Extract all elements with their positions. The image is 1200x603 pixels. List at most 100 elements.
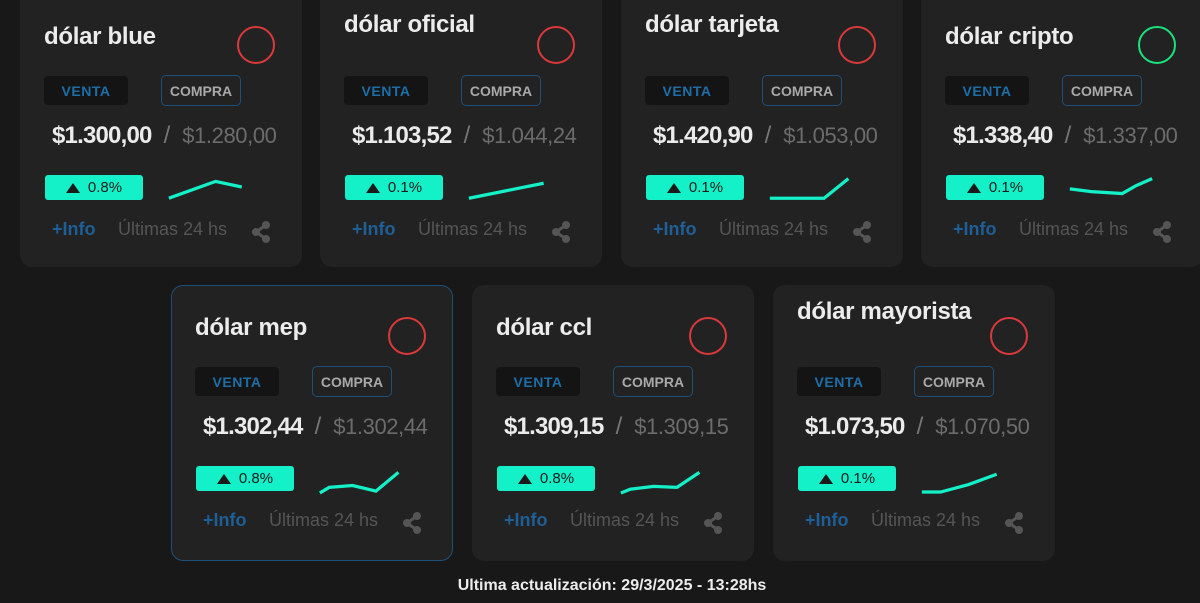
change-value: 0.8% — [87, 179, 123, 196]
info-link[interactable]: +Info — [203, 510, 247, 530]
share-icon[interactable] — [551, 221, 571, 243]
sparkline-chart — [468, 181, 544, 200]
price-compra: $1.337,00 — [1083, 123, 1178, 148]
sparkline-chart — [319, 471, 400, 495]
price-separator: / — [314, 413, 322, 440]
price-compra: $1.280,00 — [182, 123, 277, 148]
dollar-card-dolar-oficial[interactable]: dólar oficial VENTA COMPRA $1.103,52 / $… — [320, 0, 602, 267]
change-badge: 0.1% — [798, 466, 896, 491]
price-venta: $1.073,50 — [805, 413, 905, 440]
change-value: 0.1% — [840, 470, 876, 487]
arrow-up-icon — [216, 473, 231, 484]
change-value: 0.1% — [688, 179, 724, 196]
share-icon[interactable] — [251, 221, 271, 243]
info-link[interactable]: +Info — [352, 219, 396, 239]
dollar-card-dolar-mayorista[interactable]: dólar mayorista VENTA COMPRA $1.073,50 /… — [773, 285, 1055, 561]
change-value: 0.1% — [988, 179, 1024, 196]
price-venta: $1.309,15 — [504, 413, 604, 440]
venta-tab[interactable]: VENTA — [945, 76, 1029, 105]
change-value: 0.8% — [238, 470, 274, 487]
period-label: Últimas 24 hs — [418, 219, 528, 239]
change-badge: 0.8% — [45, 175, 143, 200]
change-badge: 0.8% — [497, 466, 595, 491]
last-update-text: Ultima actualización: 29/3/2025 - 13:28h… — [457, 577, 767, 594]
price-venta: $1.103,52 — [352, 122, 452, 149]
venta-tab[interactable]: VENTA — [44, 76, 128, 105]
period-label: Últimas 24 hs — [871, 510, 981, 530]
venta-tab[interactable]: VENTA — [344, 76, 428, 105]
dollar-card-dolar-blue[interactable]: dólar blue VENTA COMPRA $1.300,00 / $1.2… — [20, 0, 302, 267]
compra-tab[interactable]: COMPRA — [762, 75, 842, 106]
change-badge: 0.1% — [646, 175, 744, 200]
change-badge: 0.8% — [196, 466, 294, 491]
status-circle-icon — [237, 26, 275, 64]
dollar-card-dolar-ccl[interactable]: dólar ccl VENTA COMPRA $1.309,15 / $1.30… — [472, 285, 754, 561]
info-link[interactable]: +Info — [504, 510, 548, 530]
prices: $1.309,15 / $1.309,15 — [504, 412, 729, 442]
sparkline-chart — [1069, 177, 1153, 196]
share-icon[interactable] — [852, 221, 872, 243]
compra-tab[interactable]: COMPRA — [312, 366, 392, 397]
venta-tab[interactable]: VENTA — [645, 76, 729, 105]
price-venta: $1.420,90 — [653, 122, 753, 149]
dollar-card-dolar-mep[interactable]: dólar mep VENTA COMPRA $1.302,44 / $1.30… — [171, 285, 453, 561]
compra-tab[interactable]: COMPRA — [914, 366, 994, 397]
arrow-up-icon — [818, 473, 833, 484]
sparkline-chart — [620, 471, 701, 495]
info-link[interactable]: +Info — [805, 510, 849, 530]
card-title: dólar tarjeta — [645, 11, 779, 38]
price-separator: / — [615, 413, 623, 440]
arrow-up-icon — [365, 182, 380, 193]
status-circle-icon — [388, 317, 426, 355]
period-label: Últimas 24 hs — [269, 510, 379, 530]
price-compra: $1.302,44 — [333, 414, 428, 439]
compra-tab[interactable]: COMPRA — [461, 75, 541, 106]
prices: $1.103,52 / $1.044,24 — [352, 121, 577, 151]
compra-tab[interactable]: COMPRA — [613, 366, 693, 397]
dollar-card-dolar-tarjeta[interactable]: dólar tarjeta VENTA COMPRA $1.420,90 / $… — [621, 0, 903, 267]
dollar-card-dolar-cripto[interactable]: dólar cripto VENTA COMPRA $1.338,40 / $1… — [921, 0, 1200, 267]
price-compra: $1.309,15 — [634, 414, 729, 439]
period-label: Últimas 24 hs — [570, 510, 680, 530]
status-circle-icon — [990, 317, 1028, 355]
prices: $1.338,40 / $1.337,00 — [953, 121, 1178, 151]
period-label: Últimas 24 hs — [1019, 219, 1129, 239]
arrow-up-icon — [666, 182, 681, 193]
price-compra: $1.070,50 — [935, 414, 1030, 439]
venta-tab[interactable]: VENTA — [195, 367, 279, 396]
card-title: dólar ccl — [496, 314, 593, 341]
share-icon[interactable] — [1004, 512, 1024, 534]
arrow-up-icon — [65, 182, 80, 193]
change-value: 0.8% — [539, 470, 575, 487]
share-icon[interactable] — [402, 512, 422, 534]
card-title: dólar oficial — [344, 11, 475, 38]
sparkline-chart — [168, 179, 243, 200]
arrow-up-icon — [517, 473, 532, 484]
share-icon[interactable] — [1152, 221, 1172, 243]
price-separator: / — [463, 122, 471, 149]
price-venta: $1.300,00 — [52, 122, 152, 149]
price-separator: / — [1064, 122, 1072, 149]
status-circle-icon — [1138, 26, 1176, 64]
price-separator: / — [163, 122, 171, 149]
compra-tab[interactable]: COMPRA — [161, 75, 241, 106]
price-separator: / — [916, 413, 924, 440]
sparkline-chart — [921, 472, 998, 494]
price-compra: $1.053,00 — [783, 123, 878, 148]
change-badge: 0.1% — [946, 175, 1044, 200]
status-circle-icon — [689, 317, 727, 355]
venta-tab[interactable]: VENTA — [496, 367, 580, 396]
period-label: Últimas 24 hs — [118, 219, 228, 239]
compra-tab[interactable]: COMPRA — [1062, 75, 1142, 106]
share-icon[interactable] — [703, 512, 723, 534]
info-link[interactable]: +Info — [52, 219, 96, 239]
venta-tab[interactable]: VENTA — [797, 367, 881, 396]
card-title: dólar mayorista — [797, 298, 972, 325]
status-circle-icon — [838, 26, 876, 64]
status-circle-icon — [537, 26, 575, 64]
info-link[interactable]: +Info — [653, 219, 697, 239]
prices: $1.420,90 / $1.053,00 — [653, 121, 878, 151]
period-label: Últimas 24 hs — [719, 219, 829, 239]
info-link[interactable]: +Info — [953, 219, 997, 239]
price-separator: / — [764, 122, 772, 149]
